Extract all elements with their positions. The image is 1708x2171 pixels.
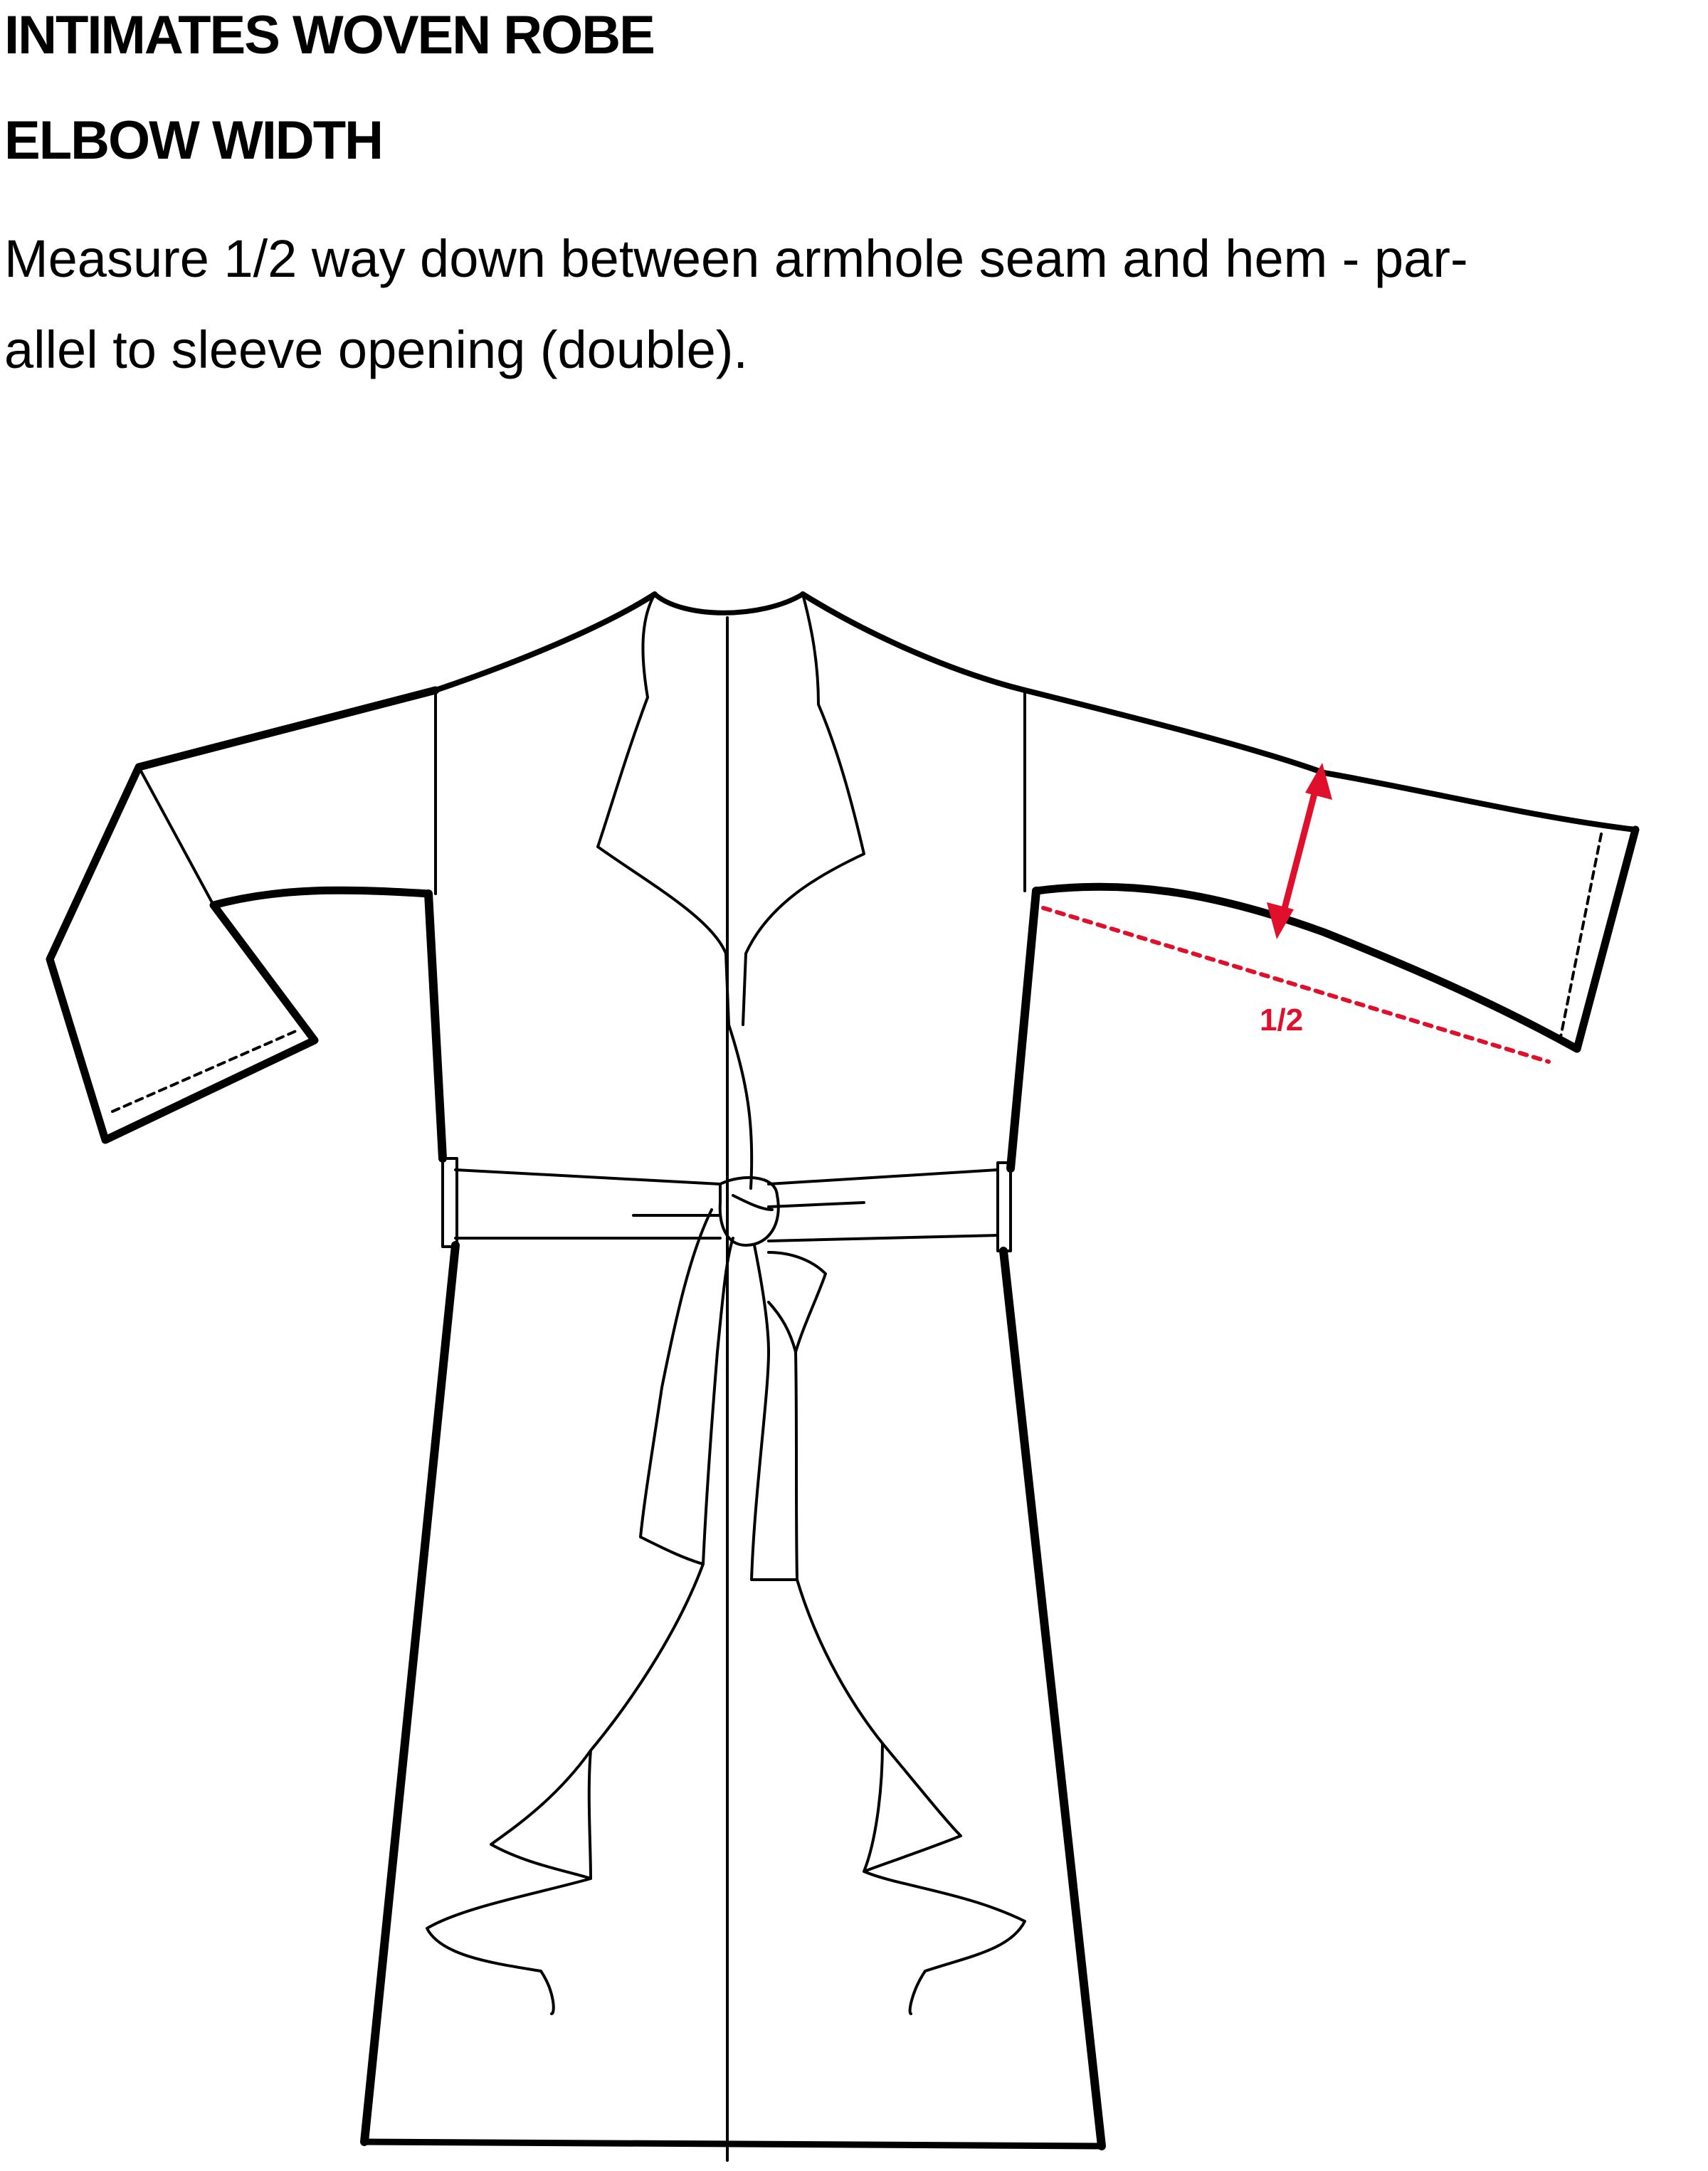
left-lapel bbox=[596, 593, 730, 1026]
left-shoulder-line bbox=[433, 591, 658, 693]
belt-knot bbox=[718, 1176, 780, 1247]
left-front-ruffle-inner bbox=[587, 1749, 592, 1880]
right-shoulder-line bbox=[800, 591, 1638, 833]
page-title: INTIMATES WOVEN ROBE bbox=[4, 5, 655, 65]
hem-line bbox=[361, 2138, 1105, 2150]
half-way-guide-line bbox=[1041, 906, 1551, 1064]
right-tie-fold bbox=[767, 1301, 797, 1353]
elbow-arrow-head-bottom bbox=[1267, 902, 1294, 939]
belt bbox=[454, 1168, 999, 1242]
right-lapel bbox=[742, 593, 865, 1026]
half-way-label: 1/2 bbox=[1260, 1003, 1303, 1037]
instructions-line-1: Measure 1/2 way down between armhole sea… bbox=[4, 229, 1468, 288]
instructions-line-2: allel to sleeve opening (double). bbox=[4, 320, 748, 379]
left-cuff-stitch bbox=[111, 1029, 299, 1113]
right-cuff-stitch bbox=[1559, 833, 1603, 1042]
elbow-width-arrow bbox=[1277, 776, 1322, 926]
measurement-name: ELBOW WIDTH bbox=[4, 110, 384, 171]
right-front-ruffle-inner bbox=[863, 1742, 884, 1873]
left-front-ruffle bbox=[426, 1563, 705, 2015]
left-belt-loop bbox=[441, 1157, 458, 1248]
left-belt-tie bbox=[639, 1208, 734, 1565]
neckline bbox=[652, 591, 806, 616]
front-overlap-edge bbox=[727, 1023, 754, 1190]
right-front-ruffle bbox=[796, 1578, 1026, 2015]
elbow-arrow-head-top bbox=[1305, 763, 1332, 800]
right-belt-tie bbox=[750, 1244, 827, 1581]
left-side-body bbox=[360, 889, 460, 2146]
left-sleeve-seam bbox=[137, 766, 215, 907]
measurement-instructions: Measure 1/2 way down between armhole sea… bbox=[4, 213, 1691, 396]
right-belt-loop bbox=[996, 1161, 1012, 1252]
left-sleeve-outline bbox=[46, 686, 440, 1144]
belt-stripe-right bbox=[767, 1201, 865, 1208]
right-sleeve-outline bbox=[1032, 825, 1640, 1053]
right-side-body bbox=[999, 887, 1106, 2150]
